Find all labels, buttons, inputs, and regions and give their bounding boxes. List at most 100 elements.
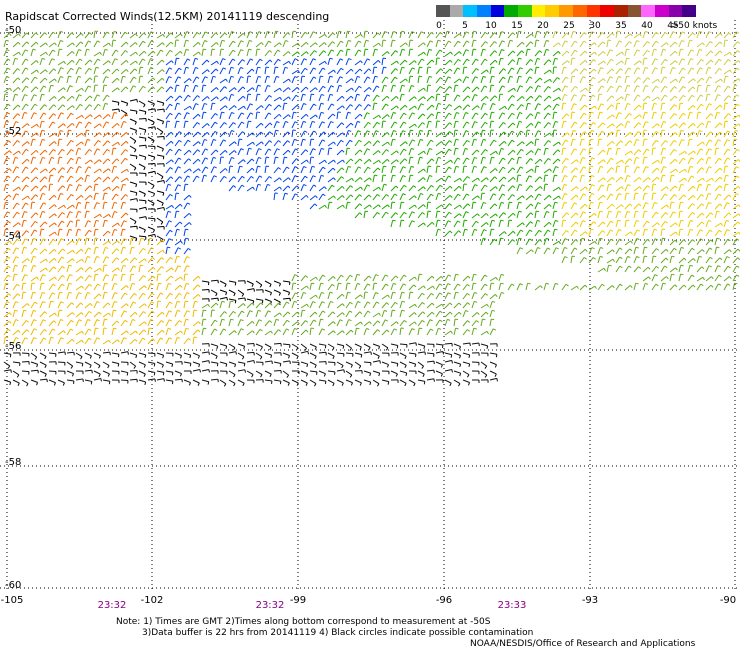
wind-barb-flag [403,112,407,116]
wind-barb-flag [125,212,129,216]
wind-barb [363,87,370,93]
wind-barb [552,141,560,147]
wind-barb [39,238,44,246]
wind-barb [345,68,352,75]
wind-barb-flag [485,41,489,44]
wind-barb-flag [54,276,57,280]
wind-barb-flag [374,174,378,177]
wind-barb [282,301,288,309]
wind-barb [687,157,692,165]
wind-barb [291,292,296,300]
wind-barb-flag [675,60,678,64]
wind-barb [282,103,285,111]
wind-barb-flag [617,147,621,150]
wind-barb [633,166,638,174]
wind-barb-flag [627,255,631,258]
wind-barb [237,32,244,39]
wind-barb [93,301,98,309]
wind-barb-flag [504,106,507,110]
wind-barb [282,352,290,356]
wind-barb [696,42,703,48]
wind-barb-flag [8,194,12,198]
wind-barb-flag [241,310,245,314]
wind-barb [381,40,384,48]
wind-barb-flag [618,193,622,196]
wind-barb-flag [392,219,396,222]
wind-barb-flag [680,48,684,51]
wind-barb-flag [70,67,74,71]
wind-barb [138,58,143,66]
wind-barb-flag [377,32,381,36]
wind-barb [30,221,36,228]
wind-barb [66,85,71,93]
wind-barb-flag [177,336,181,339]
wind-barb-flag [511,139,515,143]
wind-barb [660,193,666,201]
wind-barb-flag [428,120,432,123]
wind-barb-flag [176,57,180,60]
wind-barb [633,283,637,291]
wind-barb [714,247,717,255]
wind-barb-flag [404,59,408,63]
wind-barb-flag [60,192,64,195]
wind-barb-flag [232,122,236,125]
wind-barb-flag [197,275,201,279]
wind-barb-flag [294,274,298,277]
wind-barb [102,240,110,246]
wind-barb [93,168,101,174]
wind-barb [588,213,595,219]
wind-barb-flag [143,329,147,333]
wind-barb-flag [252,330,255,334]
wind-barb [30,352,37,358]
wind-barb [138,258,145,264]
wind-barb-flag [241,175,245,179]
wind-barb-flag [483,201,487,204]
wind-barb-flag [512,149,516,153]
wind-barb [372,150,379,156]
wind-barb-flag [494,41,498,44]
wind-barb [552,96,560,102]
wind-barb [453,157,458,165]
wind-barb [21,166,27,174]
wind-barb [183,67,187,75]
wind-barb [705,265,710,273]
wind-barb-flag [386,132,390,136]
wind-barb-flag [467,320,471,323]
wind-barb [606,40,609,48]
wind-barb [75,248,82,255]
wind-barb-flag [294,166,298,169]
wind-barb-flag [582,220,586,223]
wind-barb-flag [135,238,138,242]
wind-barb [309,58,314,66]
wind-barb [678,139,683,147]
wind-barb [444,148,450,156]
wind-barb-flag [258,31,262,34]
wind-barb [354,76,358,84]
wind-barb [282,149,289,156]
wind-barb [615,229,620,237]
wind-barb-flag [691,67,695,70]
wind-barb-flag [430,328,434,331]
wind-barb [192,103,197,111]
wind-barb [642,276,649,282]
wind-barb-flag [359,113,363,117]
wind-barb [327,141,335,147]
wind-barb [48,312,56,318]
wind-barb [633,177,640,183]
wind-barb [93,30,96,39]
wind-barb-flag [539,50,543,53]
wind-barb-flag [665,140,669,143]
wind-barb [66,274,71,282]
wind-barb-flag [168,310,172,313]
wind-barb [570,68,577,75]
wind-barb-flag [647,266,651,270]
wind-barb [120,69,127,75]
wind-barb-flag [716,246,720,249]
wind-barb-flag [592,76,596,80]
wind-barb [174,320,180,327]
wind-barb [363,351,371,354]
wind-barb [237,352,245,358]
wind-barb [138,163,146,168]
wind-barb-flag [35,60,39,64]
wind-barb [273,130,277,138]
